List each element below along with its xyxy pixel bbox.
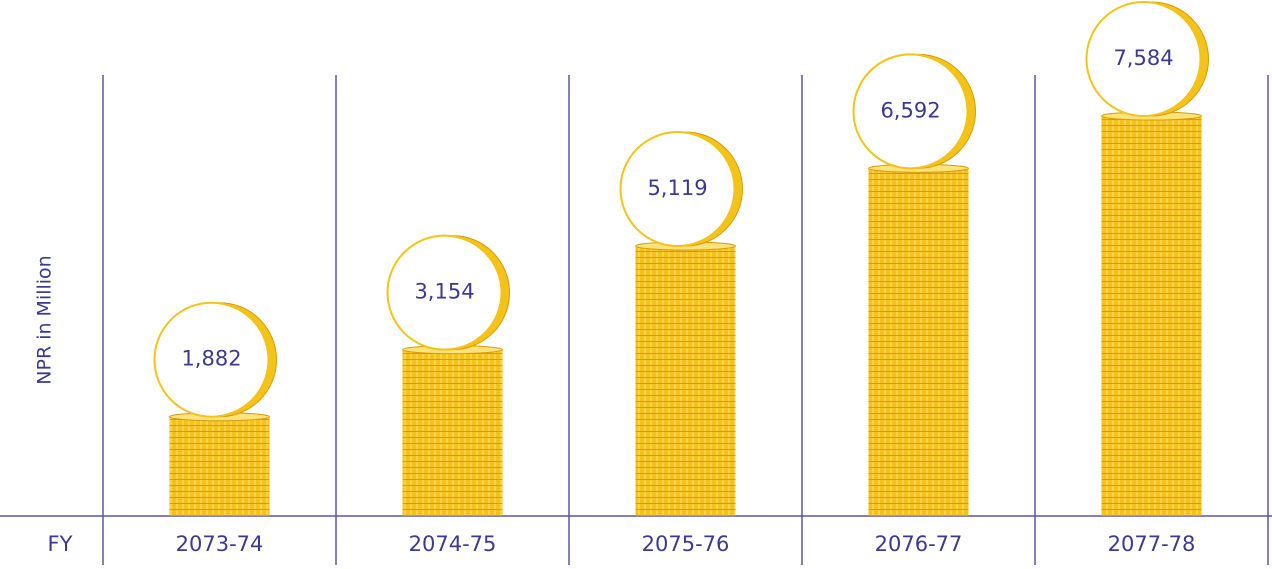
value-label: 5,119 xyxy=(647,176,707,200)
coin-face xyxy=(386,234,503,351)
x-axis-label: FY xyxy=(48,532,73,556)
coin-stack xyxy=(1101,116,1202,516)
x-tick-label: 2076-77 xyxy=(875,532,963,556)
value-label: 1,882 xyxy=(181,347,241,371)
value-label: 7,584 xyxy=(1113,46,1173,70)
coin-face xyxy=(1085,1,1202,117)
coin-face xyxy=(153,301,270,418)
x-tick-label: 2077-78 xyxy=(1108,532,1196,556)
x-tick-label: 2074-75 xyxy=(409,532,497,556)
coin-stack xyxy=(868,168,969,516)
coin-face xyxy=(852,53,969,170)
x-tick-label: 2075-76 xyxy=(642,532,730,556)
y-axis-label: NPR in Million xyxy=(34,255,56,384)
coin-face xyxy=(619,131,736,248)
value-label: 3,154 xyxy=(414,280,474,304)
coin-stack xyxy=(169,416,270,516)
coin-stack xyxy=(635,246,736,516)
coin-stack xyxy=(402,349,503,516)
value-label: 6,592 xyxy=(880,98,940,122)
x-tick-label: 2073-74 xyxy=(176,532,264,556)
